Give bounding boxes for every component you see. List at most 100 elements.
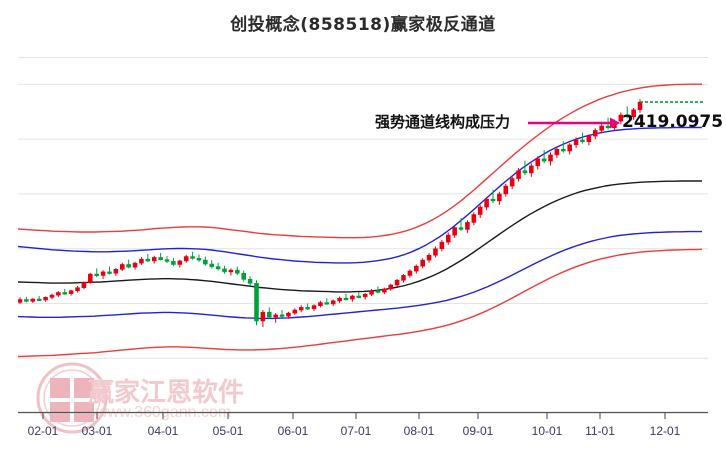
candle-body — [394, 279, 400, 286]
x-axis-tick-label: 06-01 — [277, 424, 309, 438]
current-price-label: 2419.0975 — [622, 112, 724, 132]
candle-body — [75, 287, 80, 292]
x-axis-tick-label: 11-01 — [585, 424, 615, 438]
candle-body — [554, 148, 560, 156]
candle-body — [624, 114, 630, 118]
y-axis-tick-label: 2500 — [710, 69, 726, 83]
plot-area — [18, 57, 708, 419]
candle-body — [100, 271, 106, 276]
x-axis-tick-label: 03-01 — [81, 424, 113, 438]
candle-body — [573, 139, 579, 146]
candle-body — [247, 279, 253, 284]
candle-body — [497, 193, 502, 202]
candle-body — [126, 264, 131, 268]
candle-body — [24, 299, 29, 302]
candle-body — [145, 258, 151, 262]
candle-body — [203, 259, 208, 265]
candle-body — [382, 288, 387, 293]
candle-body — [529, 165, 534, 174]
candle-body — [541, 158, 547, 162]
candle-body — [330, 300, 336, 305]
candle-body — [433, 248, 438, 256]
channel-line — [18, 126, 702, 264]
y-axis-tick-label: 1000 — [710, 398, 726, 412]
candle-body — [235, 269, 240, 274]
candle-body — [503, 185, 509, 195]
candle-body — [420, 259, 425, 267]
candle-body — [324, 302, 330, 305]
candle-body — [490, 198, 496, 202]
candle-body — [484, 198, 489, 208]
candle-body — [599, 125, 604, 131]
candle-body — [362, 293, 368, 298]
candle-body — [119, 264, 125, 270]
y-axis-tick-label: 1750 — [710, 234, 726, 248]
candle-body — [337, 297, 342, 302]
candle-body — [350, 295, 355, 300]
candle-body — [458, 227, 464, 230]
plot-svg — [18, 57, 708, 419]
candle-body — [171, 261, 176, 265]
candle-body — [228, 269, 234, 273]
candle-body — [637, 101, 643, 111]
candle-body — [343, 297, 349, 301]
candle-body — [586, 135, 592, 143]
candle-body — [592, 130, 598, 137]
candle-body — [465, 222, 470, 230]
x-axis-tick-label: 02-01 — [27, 424, 59, 438]
candle-body — [318, 302, 323, 306]
candle-body — [215, 266, 221, 270]
candle-body — [158, 257, 163, 260]
candle-body — [196, 258, 202, 261]
candle-body — [509, 178, 515, 187]
candle-body — [298, 307, 304, 311]
candle-body — [445, 234, 451, 243]
annotation-label: 强势通道线构成压力 — [375, 113, 511, 131]
x-axis-tick-label: 04-01 — [147, 424, 179, 438]
candle-body — [522, 170, 528, 174]
candle-body — [222, 268, 227, 273]
candle-body — [567, 144, 572, 152]
candle-body — [30, 298, 36, 302]
candle-body — [292, 309, 298, 314]
candle-body — [254, 283, 259, 322]
candle-body — [94, 273, 99, 277]
candle-body — [81, 282, 87, 288]
candle-body — [132, 262, 138, 268]
candle-body — [139, 258, 144, 264]
candle-body — [388, 284, 394, 290]
candle-body — [260, 311, 266, 322]
y-axis-tick-label: 2000 — [710, 179, 726, 193]
x-axis-tick-label: 08-01 — [403, 424, 435, 438]
candle-body — [164, 259, 170, 262]
x-axis-tick-label: 09-01 — [462, 424, 494, 438]
candle-body — [580, 139, 585, 143]
channel-line — [18, 180, 702, 293]
x-axis-tick-label: 10-01 — [531, 424, 563, 438]
page-title: 创投概念(858518)赢家极反通道 — [230, 15, 496, 35]
annotation-arrow-head — [610, 117, 620, 129]
candle-body — [311, 305, 317, 310]
candle-body — [113, 268, 119, 274]
candle-body — [516, 170, 521, 179]
candle-body — [88, 273, 93, 283]
y-axis-tick-label: 1500 — [710, 288, 726, 302]
candle-body — [62, 292, 68, 295]
candle-body — [273, 314, 278, 318]
x-axis-tick-label: 07-01 — [340, 424, 372, 438]
candle-body — [561, 148, 566, 152]
candle-body — [548, 154, 553, 162]
y-axis-tick-label: 1250 — [710, 343, 726, 357]
candle-body — [190, 256, 195, 259]
x-axis-tick-label: 05-01 — [212, 424, 244, 438]
candle-body — [369, 290, 374, 295]
candle-body — [605, 125, 611, 129]
candle-body — [209, 263, 215, 267]
candle-body — [631, 109, 636, 118]
candle-body — [177, 260, 183, 265]
candle-body — [407, 270, 413, 276]
channel-line — [18, 248, 703, 358]
candle-body — [439, 241, 445, 249]
candle-body — [49, 294, 55, 298]
candle-body — [452, 227, 457, 236]
